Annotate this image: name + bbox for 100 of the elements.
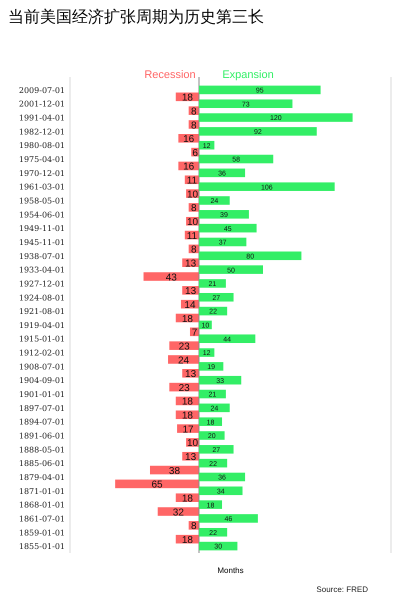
data-label: 10 (186, 189, 199, 200)
bar (199, 376, 242, 384)
y-tick-label: 1927-12-01 (18, 279, 65, 288)
data-label: 17 (182, 424, 194, 436)
data-label: 13 (185, 369, 197, 380)
x-axis-title: Months (217, 566, 244, 575)
source-note: Source: FRED (316, 585, 368, 594)
bar (199, 292, 234, 302)
data-label: 65 (152, 480, 164, 491)
bar (199, 542, 238, 550)
bar (199, 514, 258, 523)
bar (199, 127, 317, 136)
bar (199, 458, 228, 468)
data-label: 18 (182, 410, 194, 422)
y-tick-label: 1980-08-01 (18, 141, 65, 150)
bar (199, 238, 246, 246)
y-tick-label: 1991-04-01 (18, 114, 65, 123)
y-tick-label: 2001-12-01 (18, 100, 65, 109)
data-label: 16 (183, 162, 195, 173)
bar (199, 168, 246, 178)
bar (199, 99, 292, 108)
y-tick-label: 1901-01-01 (18, 390, 65, 400)
bar (199, 472, 246, 482)
data-label: 18 (182, 494, 194, 505)
data-label: 32 (172, 507, 184, 518)
y-tick-label: 1861-07-01 (18, 514, 65, 524)
bar (199, 404, 230, 412)
bar (199, 306, 228, 316)
bar (199, 390, 226, 398)
y-tick-label: 1879-04-01 (18, 472, 65, 482)
bar (144, 272, 199, 281)
y-tick-label: 1933-04-01 (18, 266, 65, 275)
data-label: 14 (184, 300, 196, 311)
bar (199, 431, 225, 440)
y-tick-label: 1885-06-01 (18, 459, 65, 468)
y-tick-label: 1982-12-01 (18, 127, 65, 136)
data-label: 18 (182, 314, 194, 325)
bar (199, 196, 230, 205)
series-label: Recession (144, 69, 196, 81)
bar (199, 279, 226, 288)
data-label: 11 (186, 176, 198, 187)
y-tick-label: 1888-05-01 (18, 445, 65, 454)
y-tick-label: 1912-02-01 (18, 348, 65, 358)
data-label: 13 (185, 452, 197, 464)
data-label: 8 (191, 244, 198, 256)
data-label: 11 (186, 230, 198, 242)
bar (199, 86, 321, 94)
y-tick-label: 1970-12-01 (18, 168, 65, 178)
data-label: 10 (186, 217, 199, 228)
data-label: 10 (186, 438, 199, 450)
y-tick-label: 1891-06-01 (18, 432, 65, 440)
y-tick-label: 1945-11-01 (18, 238, 65, 247)
bar (199, 224, 257, 232)
y-tick-label: 1938-07-01 (18, 252, 65, 261)
data-label: 8 (191, 120, 198, 132)
y-tick-label: 1915-01-01 (18, 334, 65, 344)
y-tick-label: 1908-07-01 (18, 362, 65, 372)
bar (199, 445, 234, 454)
data-label: 7 (192, 328, 198, 339)
y-tick-label: 1897-07-01 (18, 404, 65, 413)
data-label: 18 (182, 396, 194, 408)
data-label: 16 (183, 134, 195, 146)
y-tick-label: 1855-01-01 (18, 542, 65, 552)
bar (199, 265, 263, 274)
y-tick-label: 1894-07-01 (18, 418, 65, 427)
y-tick-label: 1859-01-01 (18, 528, 65, 538)
y-tick-label: 1954-06-01 (18, 210, 65, 220)
series-label: Expansion (222, 69, 274, 81)
y-tick-label: 1949-11-01 (18, 224, 65, 234)
y-tick-label: 1904-09-01 (18, 376, 65, 386)
chart-title: 当前美国经济扩张周期为历史第三长 (8, 7, 264, 26)
bar (199, 486, 243, 496)
data-label: 6 (192, 148, 198, 159)
bar (199, 252, 302, 260)
data-label: 23 (178, 382, 190, 394)
bar (199, 210, 249, 219)
bar (199, 334, 256, 344)
data-label: 43 (166, 272, 178, 284)
bar (199, 113, 353, 122)
data-label: 18 (182, 92, 194, 104)
data-label: 13 (185, 258, 197, 270)
data-label: 13 (185, 286, 197, 298)
data-label: 8 (191, 106, 198, 118)
data-label: 38 (168, 466, 180, 477)
y-tick-label: 1919-04-01 (18, 320, 65, 330)
data-label: 23 (178, 341, 190, 352)
y-tick-label: 1961-03-01 (18, 182, 65, 192)
bar (158, 507, 199, 516)
data-label: 18 (182, 534, 194, 546)
bar (115, 480, 199, 488)
bar (199, 528, 228, 537)
y-tick-label: 1958-05-01 (18, 196, 65, 206)
bar (199, 154, 274, 164)
y-tick-label: 1871-01-01 (18, 486, 65, 496)
data-label: 24 (178, 355, 190, 366)
data-label: 8 (191, 521, 198, 532)
bar (199, 182, 335, 191)
y-tick-label: 1868-01-01 (18, 500, 65, 510)
y-tick-label: 1975-04-01 (18, 155, 65, 164)
y-tick-label: 1924-08-01 (18, 293, 65, 302)
